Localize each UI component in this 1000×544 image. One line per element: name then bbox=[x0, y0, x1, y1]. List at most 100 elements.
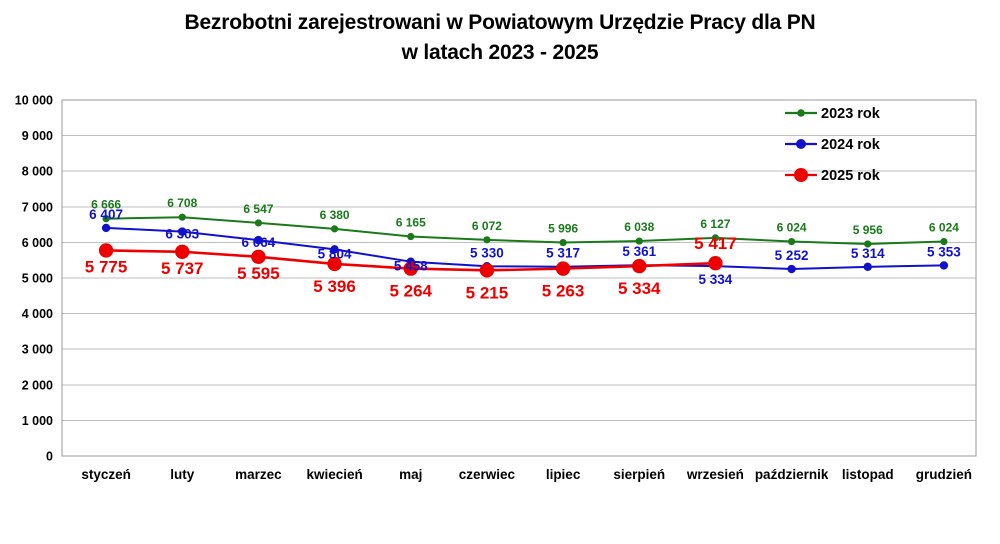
data-point-label: 5 353 bbox=[927, 244, 961, 259]
series-markers-group bbox=[98, 213, 949, 278]
data-point-label: 5 804 bbox=[318, 246, 352, 261]
data-point-label: 6 064 bbox=[242, 235, 276, 250]
data-point-label: 6 380 bbox=[320, 208, 350, 222]
data-point-marker bbox=[330, 225, 339, 233]
data-point-label: 6 127 bbox=[700, 217, 730, 231]
data-point-label: 5 361 bbox=[622, 244, 656, 259]
data-point-label: 6 038 bbox=[624, 220, 654, 234]
data-point-label: 5 396 bbox=[313, 277, 356, 296]
data-point-marker bbox=[787, 264, 796, 274]
data-point-marker bbox=[863, 262, 872, 272]
data-point-label: 5 737 bbox=[161, 259, 204, 278]
data-point-marker bbox=[787, 237, 796, 246]
data-point-marker bbox=[559, 238, 567, 247]
y-axis-tick-label: 9 000 bbox=[22, 129, 53, 143]
data-point-label: 5 996 bbox=[548, 222, 578, 236]
data-point-marker bbox=[254, 235, 263, 245]
data-point-marker bbox=[711, 234, 720, 242]
data-point-marker bbox=[632, 258, 647, 274]
y-axis-tick-labels: 0 1 000 2 000 3 000 4 000 5 000 6 000 7 000 8 00… bbox=[15, 94, 53, 464]
data-point-marker bbox=[407, 232, 415, 241]
series-line bbox=[105, 216, 945, 245]
data-point-marker bbox=[555, 261, 571, 276]
data-point-label: 5 417 bbox=[694, 234, 737, 253]
legend-marker bbox=[797, 109, 805, 117]
legend-marker bbox=[794, 168, 808, 182]
legend-label: 2023 rok bbox=[821, 106, 881, 122]
y-axis-tick-label: 5 000 bbox=[22, 272, 53, 286]
series-lines-group bbox=[104, 216, 945, 272]
data-point-marker bbox=[178, 227, 187, 236]
data-point-label: 6 708 bbox=[167, 196, 197, 210]
y-axis-tick-label: 0 bbox=[46, 450, 53, 464]
data-point-marker bbox=[403, 261, 418, 276]
data-point-label: 5 264 bbox=[389, 282, 432, 301]
data-point-marker bbox=[254, 219, 263, 227]
data-point-label: 6 547 bbox=[243, 202, 273, 216]
x-axis-tick-labels: styczeń luty marzec kwiecień maj czerwiec lipi… bbox=[81, 467, 972, 482]
data-point-label: 6 072 bbox=[472, 219, 502, 233]
y-axis-tick-label: 8 000 bbox=[22, 165, 53, 179]
data-point-label: 5 263 bbox=[542, 282, 585, 301]
x-axis-tick-label: listopad bbox=[842, 467, 894, 482]
chart-title-line-2: w latach 2023 - 2025 bbox=[401, 41, 599, 65]
chart-title-line-1: Bezrobotni zarejestrowani w Powiatowym U… bbox=[184, 11, 816, 34]
data-point-marker bbox=[101, 223, 111, 233]
chart-legend: 2023 rok 2024 rok 2025 rok bbox=[785, 106, 881, 184]
x-axis-tick-label: czerwiec bbox=[459, 467, 516, 482]
x-axis-tick-label: sierpień bbox=[613, 467, 665, 482]
data-point-label: 5 330 bbox=[470, 245, 504, 260]
data-point-label: 5 215 bbox=[466, 283, 509, 302]
y-axis-tick-label: 1 000 bbox=[22, 414, 53, 428]
data-point-label: 5 252 bbox=[775, 248, 809, 263]
y-axis-tick-label: 4 000 bbox=[22, 307, 53, 321]
data-point-label: 6 024 bbox=[929, 221, 959, 235]
data-point-label: 5 334 bbox=[618, 279, 661, 298]
data-point-label: 6 666 bbox=[91, 198, 121, 212]
legend-label: 2024 rok bbox=[821, 137, 881, 153]
x-axis-tick-label: grudzień bbox=[916, 467, 972, 482]
data-point-marker bbox=[483, 236, 491, 244]
data-point-marker bbox=[251, 249, 266, 265]
data-point-marker bbox=[178, 213, 186, 221]
data-point-marker bbox=[939, 261, 949, 270]
x-axis-tick-label: maj bbox=[399, 467, 422, 482]
data-point-marker bbox=[175, 244, 190, 259]
data-point-marker bbox=[98, 243, 114, 258]
data-point-marker bbox=[940, 237, 948, 246]
x-axis-tick-label: wrzesień bbox=[686, 467, 744, 482]
data-point-marker bbox=[635, 237, 643, 245]
y-axis-tick-label: 2 000 bbox=[22, 378, 53, 392]
data-point-marker bbox=[864, 240, 872, 248]
series-line bbox=[105, 226, 945, 271]
y-axis-tick-label: 3 000 bbox=[22, 343, 53, 357]
data-point-label: 6 407 bbox=[89, 207, 123, 222]
legend-label: 2025 rok bbox=[821, 168, 881, 184]
y-axis-tick-label: 7 000 bbox=[22, 200, 53, 214]
gridlines-group bbox=[62, 135, 976, 421]
x-axis-tick-label: styczeń bbox=[81, 467, 131, 482]
y-axis-tick-label: 6 000 bbox=[22, 236, 53, 250]
x-axis-tick-label: październik bbox=[755, 467, 829, 482]
data-point-label: 5 956 bbox=[853, 223, 883, 237]
data-point-marker bbox=[330, 245, 339, 254]
data-point-label: 5 334 bbox=[699, 272, 733, 287]
x-axis-tick-label: luty bbox=[170, 467, 194, 482]
x-axis-tick-label: lipiec bbox=[546, 467, 581, 482]
data-point-label: 5 314 bbox=[851, 246, 885, 261]
data-labels-group: 6 666 6 708 6 547 6 380 6 165 6 072 5 996 6 038… bbox=[85, 196, 961, 302]
legend-marker bbox=[796, 139, 806, 149]
data-point-label: 5 458 bbox=[394, 259, 428, 274]
chart-title: Bezrobotni zarejestrowani w Powiatowym U… bbox=[0, 8, 1000, 69]
x-axis-tick-label: marzec bbox=[235, 467, 282, 482]
data-point-label: 5 317 bbox=[546, 246, 580, 261]
y-axis-tick-label: 10 000 bbox=[15, 94, 53, 108]
data-point-label: 6 303 bbox=[165, 227, 199, 242]
data-point-label: 6 165 bbox=[396, 216, 426, 230]
data-point-marker bbox=[327, 256, 342, 272]
plot-frame bbox=[61, 99, 977, 457]
data-point-label: 5 595 bbox=[237, 264, 280, 283]
data-point-label: 6 024 bbox=[777, 221, 807, 235]
